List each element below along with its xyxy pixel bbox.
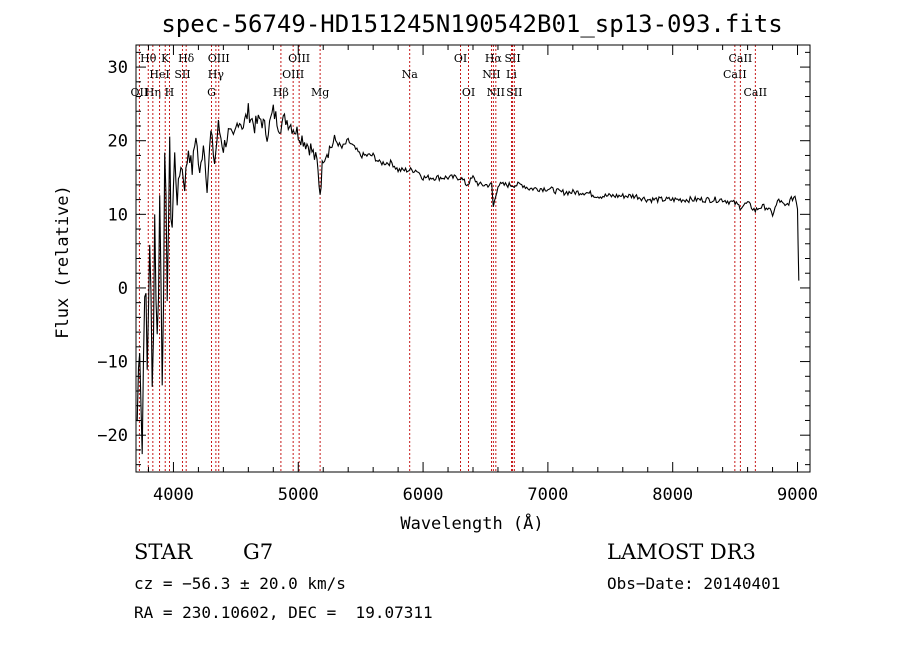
subclass-label: G7 — [243, 540, 274, 564]
line-label-8: G — [207, 86, 216, 99]
cz-value: cz = −56.3 ± 20.0 km/s — [134, 574, 346, 593]
y-axis-label: Flux (relative) — [53, 185, 73, 339]
line-label-9: Hγ — [208, 68, 225, 81]
line-label-4: K — [161, 52, 170, 65]
chart-title: spec-56749-HD151245N190542B01_sp13-093.f… — [161, 10, 782, 38]
line-label-14: Mg — [311, 86, 329, 99]
class-label: STAR — [134, 540, 193, 564]
x-tick-label-5: 9000 — [777, 485, 818, 505]
obs-date: Obs−Date: 20140401 — [607, 574, 781, 593]
line-label-20: NII — [487, 86, 505, 99]
x-tick-label-2: 6000 — [403, 485, 444, 505]
line-label-16: OI — [454, 52, 467, 65]
x-tick-label-1: 5000 — [278, 485, 319, 505]
line-label-1: Hθ — [140, 52, 157, 65]
x-tick-label-4: 8000 — [652, 485, 693, 505]
line-label-21: Li — [506, 68, 517, 81]
plot-frame — [135, 44, 811, 473]
line-label-10: OIII — [208, 52, 230, 65]
line-label-11: Hβ — [273, 86, 289, 99]
spectrum-line — [136, 103, 800, 455]
coordinates: RA = 230.10602, DEC = 19.07311 — [134, 603, 433, 622]
line-label-17: OI — [462, 86, 475, 99]
y-tick-label-5: 30 — [108, 58, 128, 78]
x-tick-label-0: 4000 — [153, 485, 194, 505]
line-label-3: HeI — [149, 68, 169, 81]
y-tick-label-3: 10 — [108, 205, 128, 225]
line-label-23: SII — [506, 86, 522, 99]
line-label-0: OII — [131, 86, 149, 99]
spectrum-chart: spec-56749-HD151245N190542B01_sp13-093.f… — [53, 10, 818, 534]
y-axis-ticks: −20 −10 0 10 20 30 — [97, 51, 810, 466]
line-label-15: Na — [402, 68, 419, 81]
line-label-2: Hη — [145, 86, 161, 99]
x-tick-label-3: 7000 — [527, 485, 568, 505]
line-label-13: OIII — [288, 52, 310, 65]
y-tick-label-1: −10 — [97, 353, 128, 373]
line-label-7: Hδ — [178, 52, 195, 65]
line-label-5: H — [165, 86, 175, 99]
line-label-22: SII — [504, 52, 520, 65]
line-label-26: CaII — [743, 86, 767, 99]
y-tick-label-0: −20 — [97, 426, 128, 446]
y-tick-label-4: 20 — [108, 132, 128, 152]
survey-label: LAMOST DR3 — [607, 540, 756, 564]
line-label-6: SII — [174, 68, 190, 81]
line-label-24: CaII — [723, 68, 747, 81]
spectral-line-markers: OII Hθ Hη HeI K H SII Hδ G Hγ OIII Hβ OIII OIII Mg Na OI… — [131, 45, 767, 472]
line-label-19: Hα — [485, 52, 503, 65]
line-label-18: NII — [482, 68, 500, 81]
line-label-25: CaII — [729, 52, 753, 65]
x-axis-ticks: 4000 5000 6000 7000 8000 9000 — [147, 45, 818, 505]
y-tick-label-2: 0 — [118, 279, 128, 299]
x-axis-label: Wavelength (Å) — [400, 512, 543, 534]
line-label-12: OIII — [282, 68, 304, 81]
